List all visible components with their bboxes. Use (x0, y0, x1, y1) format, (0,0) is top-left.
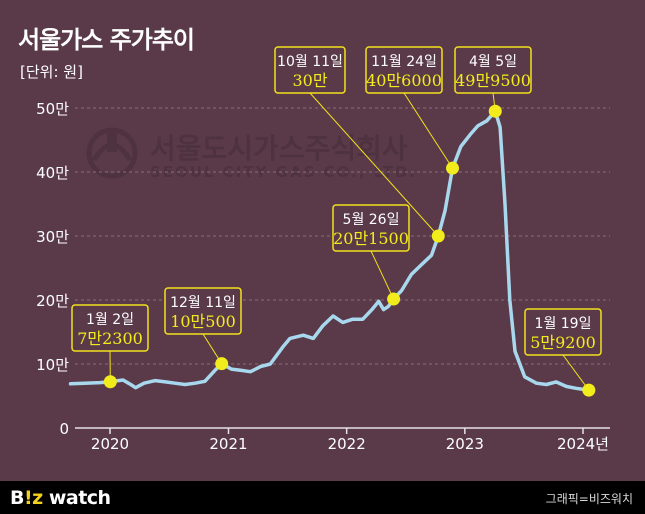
callout-date-label: 10월 11일 (277, 54, 343, 70)
callout-box (164, 287, 242, 335)
annotation-marker (431, 229, 445, 243)
callout-leader (309, 92, 439, 237)
callout-box (365, 46, 443, 94)
x-tick-label: 2024년 (557, 435, 609, 453)
x-tick-label: 2022 (328, 435, 366, 453)
y-tick-label: 30만 (36, 228, 69, 246)
callout-date-label: 5월 26일 (343, 212, 400, 228)
y-tick-label: 50만 (36, 100, 69, 118)
y-tick-label: 40만 (36, 164, 69, 182)
callout-date-label: 12월 11일 (170, 295, 236, 311)
callout-box (71, 304, 149, 352)
callout-leader (403, 92, 453, 169)
callout-price-label: 5만9200 (530, 333, 596, 352)
bizwatch-logo: B!z watch (10, 487, 111, 509)
graphic-credit: 그래픽=비즈워치 (545, 492, 633, 506)
y-tick-label: 20만 (36, 292, 69, 310)
x-tick-label: 2020 (91, 435, 129, 453)
callout-price-label: 7만2300 (77, 329, 143, 348)
callout-price-label: 10만500 (170, 312, 236, 331)
callout-date-label: 1월 2일 (86, 312, 134, 328)
footer-bar: B!z watch 그래픽=비즈워치 (0, 481, 645, 514)
annotation-marker (446, 161, 460, 175)
annotation-marker (387, 292, 401, 306)
y-tick-label: 0 (59, 420, 69, 438)
annotation-marker (215, 357, 229, 371)
price-series (68, 109, 591, 392)
callout-price-label: 40만6000 (366, 71, 442, 90)
callout-date-label: 4월 5일 (469, 54, 517, 70)
y-tick-label: 10만 (36, 356, 69, 374)
x-tick-label: 2021 (209, 435, 247, 453)
callout-date-label: 11월 24일 (371, 54, 437, 70)
watermark-korean: 서울도시가스주식회사 (150, 132, 408, 165)
callout-box (454, 46, 532, 94)
callout-box (332, 204, 410, 252)
annotation-marker (488, 104, 502, 118)
watermark-english: SEOUL CITY GAS CO., LTD. (150, 163, 417, 181)
annotation-markers (103, 104, 596, 397)
y-axis-ticks: 0 10만 20만 30만 40만 50만 (36, 100, 69, 438)
callout-box (274, 46, 346, 94)
callout-date-label: 1월 19일 (535, 316, 592, 332)
callout-leaders (109, 92, 590, 391)
callout-price-label: 20만1500 (333, 229, 409, 248)
callout-box (524, 308, 602, 356)
price-line (68, 109, 591, 392)
x-axis: 2020 2021 2022 2023 2024년 (75, 427, 610, 453)
annotation-marker (103, 375, 117, 389)
chart-title: 서울가스 주가추이 (18, 26, 195, 54)
annotation-marker (582, 383, 596, 397)
x-tick-label: 2023 (446, 435, 484, 453)
company-logo-icon (86, 127, 138, 179)
callout-leader (370, 250, 395, 300)
company-watermark: 서울도시가스주식회사 SEOUL CITY GAS CO., LTD. (86, 127, 417, 181)
line-chart: 서울도시가스주식회사 SEOUL CITY GAS CO., LTD. 0 10만… (36, 46, 610, 453)
callout-price-label: 49만9500 (455, 71, 531, 90)
callout-price-label: 30만 (292, 71, 327, 90)
callout-leader (562, 354, 590, 391)
unit-label: [단위: 원] (20, 63, 83, 81)
